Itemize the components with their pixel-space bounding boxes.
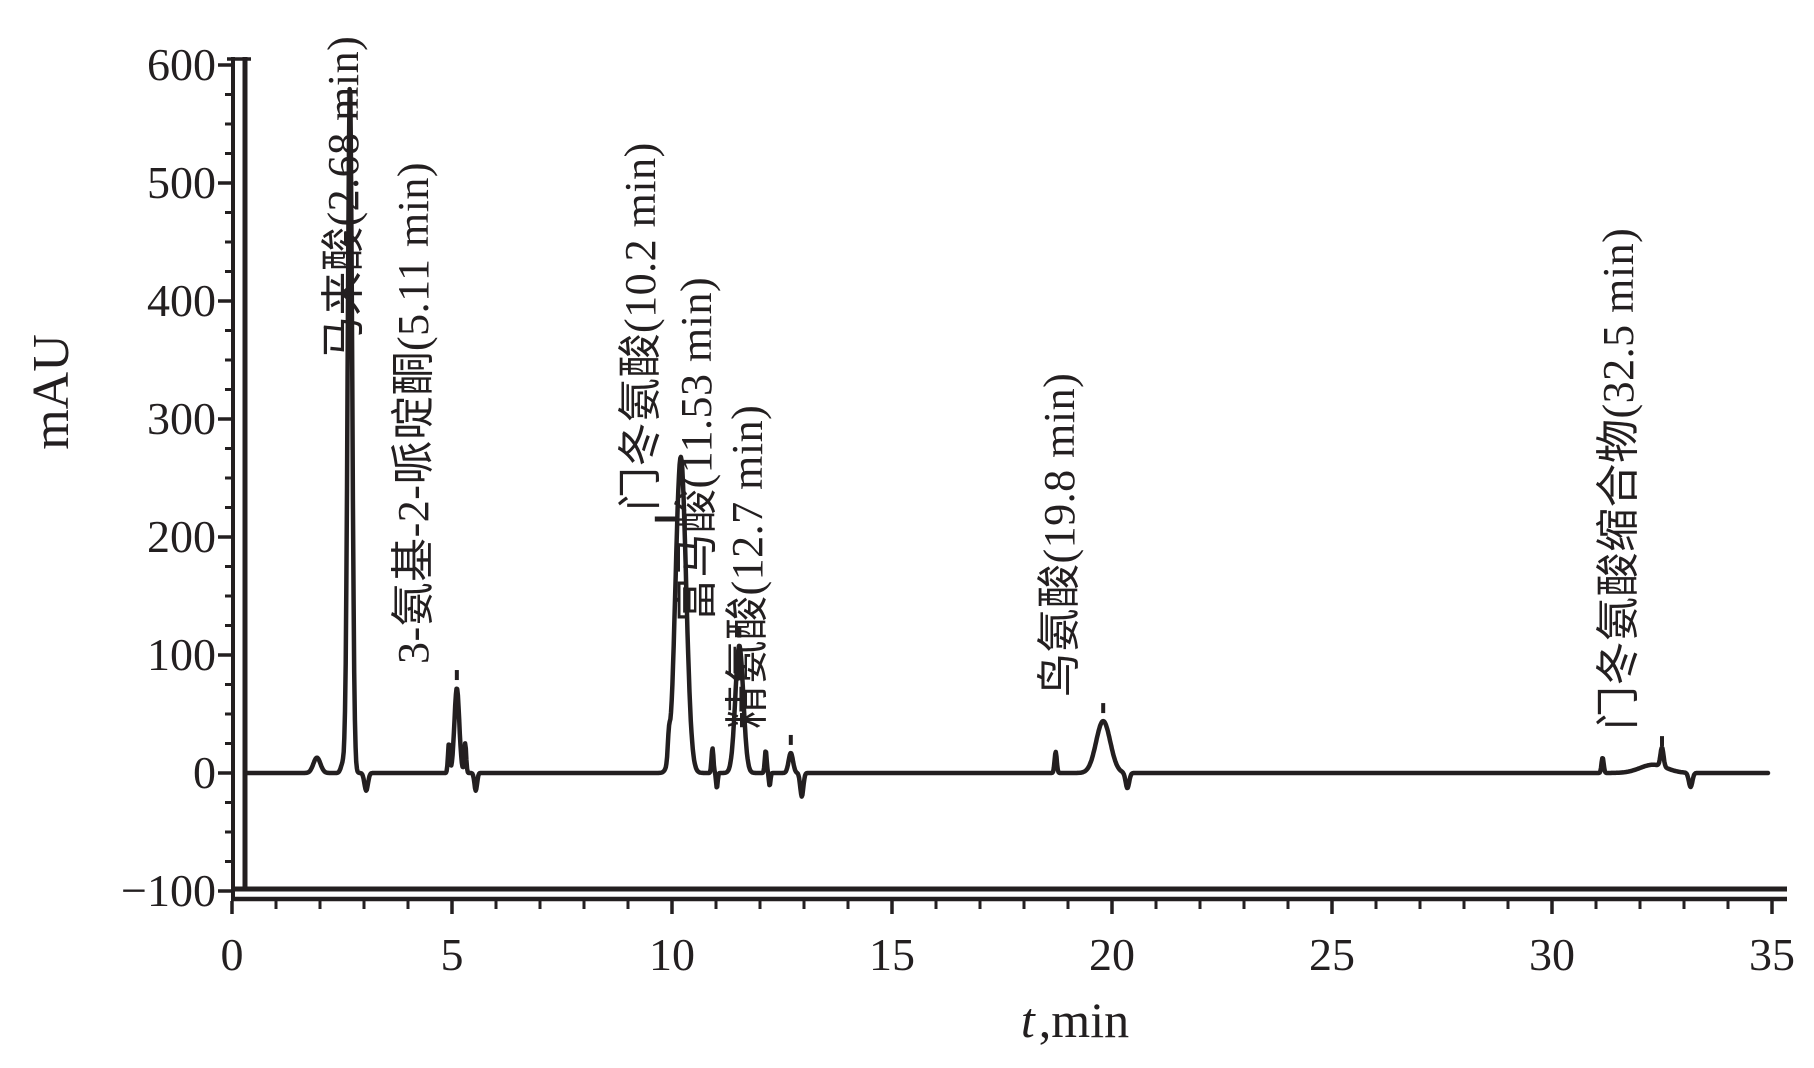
y-tick-label: 200	[147, 511, 216, 562]
peak-label-3-amino-2-piperidone: 3-氨基-2-哌啶酮(5.11 min)	[389, 161, 439, 665]
x-tick-label: 0	[220, 929, 244, 980]
y-tick-label: 100	[147, 629, 216, 680]
x-axis-title-italic-t: t	[1020, 992, 1035, 1048]
x-tick-label: 25	[1309, 929, 1355, 980]
x-tick-label: 10	[649, 929, 695, 980]
x-tick-label: 30	[1529, 929, 1575, 980]
x-tick-label: 15	[869, 929, 915, 980]
peak-label-ornithine: 鸟氨酸(19.8 min)	[1035, 372, 1085, 698]
x-tick-label: 20	[1089, 929, 1135, 980]
x-axis-title: t,min	[945, 992, 1205, 1048]
peak-label-fumaric-acid: 富马酸(11.53 min)	[671, 276, 721, 622]
peak-label-maleic-acid: 马来酸(2.68 min)	[318, 35, 368, 360]
peak-label-aspartate-condensate: 门冬氨酸缩合物(32.5 min)	[1594, 227, 1644, 731]
y-tick-label: 600	[147, 39, 216, 90]
peak-label-arginine: 精氨酸(12.7 min)	[723, 404, 773, 729]
y-tick-label: 400	[147, 275, 216, 326]
y-tick-label: 500	[147, 157, 216, 208]
chromatogram-trace	[243, 86, 1771, 799]
y-tick-label: −100	[121, 865, 216, 916]
x-tick-label: 35	[1749, 929, 1795, 980]
x-axis-title-unit: ,min	[1038, 992, 1130, 1048]
x-tick-label: 5	[440, 929, 464, 980]
y-tick-label: 0	[193, 747, 216, 798]
peak-label-aspartic-acid: 门冬氨酸(10.2 min)	[615, 142, 665, 512]
y-tick-label: 300	[147, 393, 216, 444]
